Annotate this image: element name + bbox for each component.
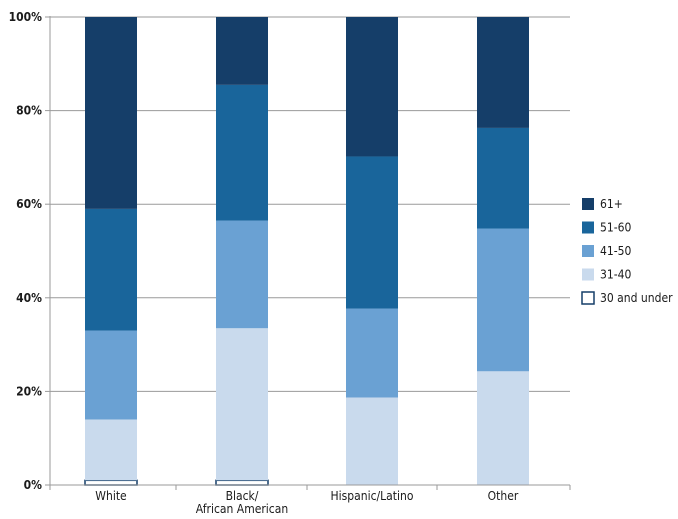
x-category-label: Hispanic/Latino bbox=[331, 489, 414, 503]
y-tick-label: 100% bbox=[9, 10, 43, 24]
bar-segment bbox=[216, 17, 268, 85]
bar-segment bbox=[215, 479, 269, 486]
axes bbox=[45, 16, 571, 490]
y-tick-label: 40% bbox=[16, 291, 42, 305]
x-category-label: Other bbox=[488, 489, 519, 503]
bar-segment bbox=[216, 84, 268, 221]
bar-segment bbox=[477, 127, 529, 229]
legend-label: 51-60 bbox=[600, 221, 631, 235]
y-tick-label: 60% bbox=[16, 197, 42, 211]
legend-swatch bbox=[582, 245, 594, 257]
x-category-labels: White Black/African American Hispanic/Lati… bbox=[95, 489, 519, 516]
legend-swatch bbox=[582, 221, 594, 234]
bar-segment bbox=[216, 220, 268, 329]
legend-swatch bbox=[581, 291, 595, 305]
bar-segment bbox=[84, 479, 138, 486]
bar-segment bbox=[477, 228, 529, 372]
bar-segment bbox=[477, 17, 529, 128]
bar-segment bbox=[346, 17, 398, 157]
legend-label: 61+ bbox=[600, 197, 623, 211]
bar-segment bbox=[346, 308, 398, 398]
bar-segment bbox=[346, 156, 398, 309]
bars bbox=[84, 17, 529, 486]
bar-segment bbox=[85, 17, 137, 209]
y-tick-labels: 0% 20% 40% 60% 80% 100% bbox=[9, 10, 43, 492]
y-tick-label: 0% bbox=[24, 478, 43, 492]
bar-segment bbox=[85, 330, 137, 420]
bar-segment bbox=[85, 419, 137, 481]
bar-segment bbox=[346, 397, 398, 485]
legend-swatch bbox=[582, 268, 594, 281]
bar-segment bbox=[216, 328, 268, 481]
y-tick-label: 80% bbox=[16, 104, 42, 118]
legend: 61+ 51-60 41-50 31-40 30 and under bbox=[581, 197, 673, 305]
legend-label: 30 and under bbox=[600, 291, 673, 305]
legend-label: 41-50 bbox=[600, 244, 631, 258]
y-tick-label: 20% bbox=[16, 384, 42, 398]
legend-label: 31-40 bbox=[600, 268, 631, 282]
legend-swatch bbox=[582, 198, 594, 210]
x-category-label: Black/African American bbox=[196, 489, 288, 516]
bar-segment bbox=[477, 371, 529, 485]
x-category-label: White bbox=[95, 489, 127, 503]
bar-segment bbox=[85, 208, 137, 331]
